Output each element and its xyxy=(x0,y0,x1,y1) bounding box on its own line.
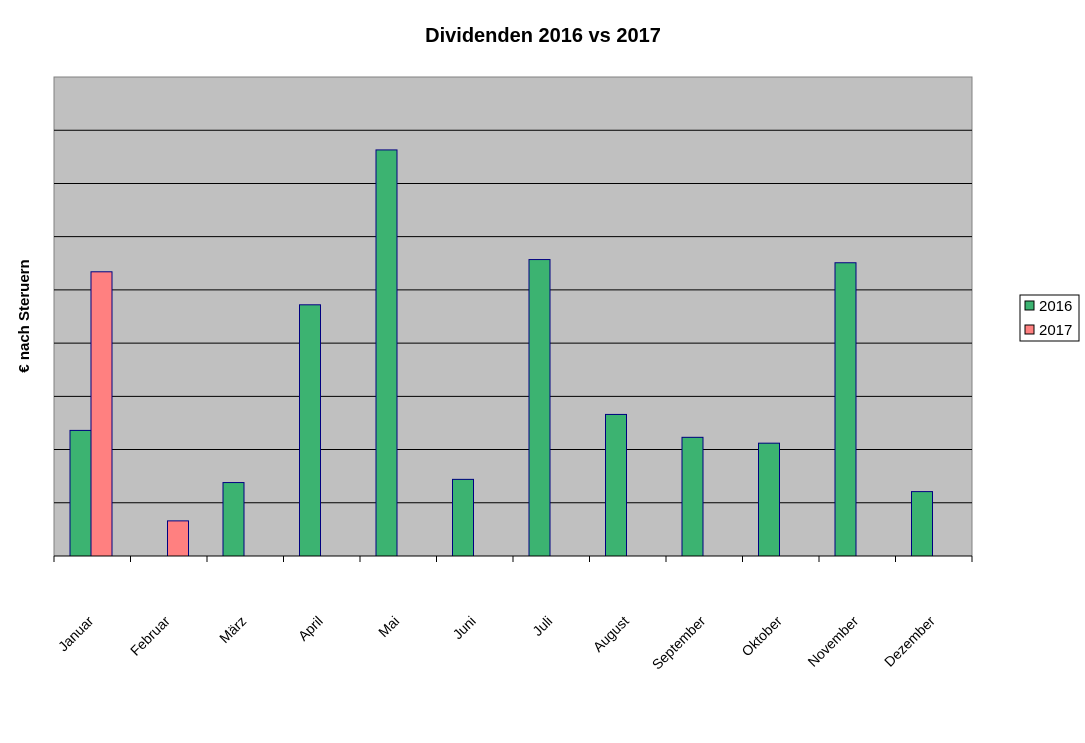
bar-2016-januar xyxy=(69,429,92,557)
bar-2017-januar xyxy=(90,271,113,557)
x-tick-label: Oktober xyxy=(738,613,785,660)
bar-2016-mai xyxy=(375,149,398,557)
y-axis-label: € nach Steruern xyxy=(16,259,33,372)
x-tick-label: August xyxy=(590,613,632,655)
legend: 2016 2017 xyxy=(1019,294,1080,342)
bar-2016-juli xyxy=(528,259,551,557)
bar-2016-august xyxy=(605,413,627,557)
x-tick-label: September xyxy=(649,613,709,673)
x-axis: Januar Februar März April Mai Juni Juli August S… xyxy=(53,555,973,673)
x-tick-label: Juli xyxy=(529,613,555,639)
x-tick-label: Dezember xyxy=(881,613,938,670)
x-tick-label: Februar xyxy=(127,613,173,659)
plot-area xyxy=(53,76,973,557)
x-tick-label: Juni xyxy=(449,613,478,642)
bar-2016-juni xyxy=(452,478,474,557)
x-tick-label: April xyxy=(295,613,326,644)
bar-2016-märz xyxy=(222,482,245,557)
gridlines xyxy=(54,129,972,504)
legend-swatch-2017 xyxy=(1024,324,1035,335)
x-tick-label: März xyxy=(216,613,249,646)
x-tick-label: November xyxy=(804,613,861,670)
bar-2017-februar xyxy=(167,520,189,557)
legend-label-2016: 2016 xyxy=(1039,298,1072,315)
bar-2016-november xyxy=(834,262,857,557)
chart-title: Dividenden 2016 vs 2017 xyxy=(425,25,661,47)
legend-swatch-2016 xyxy=(1024,300,1035,311)
bar-2016-april xyxy=(299,304,321,557)
bar-2016-dezember xyxy=(911,491,933,557)
bar-2016-september xyxy=(681,436,704,557)
legend-label-2017: 2017 xyxy=(1039,322,1072,339)
x-tick-label: Mai xyxy=(375,613,402,640)
bar-2016-oktober xyxy=(758,442,780,557)
x-tick-label: Januar xyxy=(55,613,97,655)
